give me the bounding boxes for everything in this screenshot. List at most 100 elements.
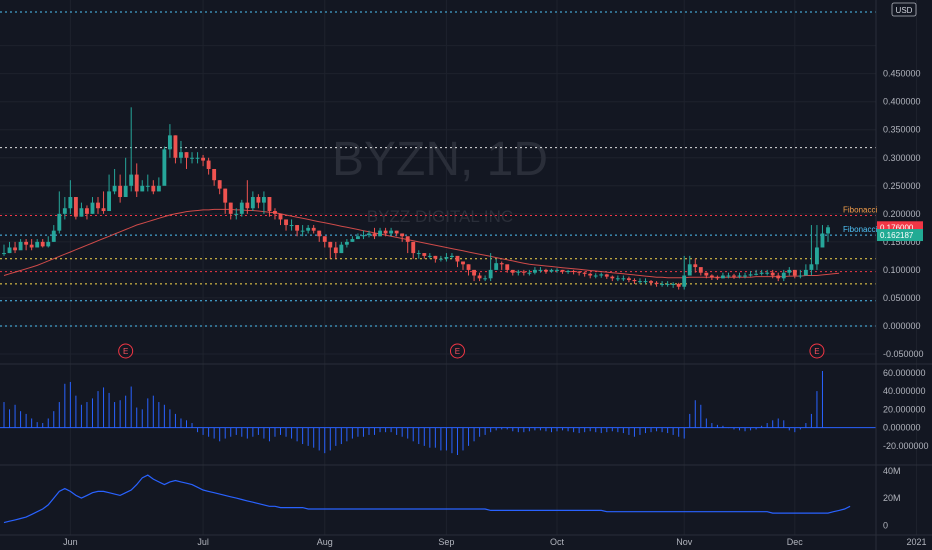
- candle-body: [826, 227, 830, 233]
- candle-body: [356, 236, 360, 239]
- histogram-bar: [109, 393, 110, 428]
- candle-body: [207, 161, 211, 169]
- candle-body: [605, 274, 609, 276]
- histogram-bar: [4, 402, 5, 428]
- histogram-bar: [142, 409, 143, 427]
- earnings-marker[interactable]: E: [119, 344, 133, 358]
- candle-body: [2, 253, 6, 254]
- candle-body: [815, 247, 819, 264]
- candle-body: [96, 203, 100, 209]
- price-axis-label: -20.000000: [883, 441, 929, 451]
- candle-body: [461, 261, 465, 264]
- candle-body: [638, 281, 642, 282]
- candle-body: [24, 242, 28, 245]
- time-axis-label: Sep: [438, 537, 454, 547]
- candle-body: [124, 186, 128, 197]
- candle-body: [35, 242, 39, 248]
- histogram-bar: [778, 418, 779, 427]
- price-tags: 0.1760000.162187: [877, 221, 923, 241]
- histogram-bar: [711, 423, 712, 428]
- candle-body: [804, 270, 808, 276]
- candle-body: [367, 233, 371, 235]
- candle-body: [129, 175, 133, 186]
- candle-body: [616, 278, 620, 279]
- price-axis-label: 0.350000: [883, 125, 921, 135]
- candle-body: [649, 281, 653, 283]
- histogram-bar: [645, 428, 646, 433]
- time-axis-label: Jun: [63, 537, 78, 547]
- candle-body: [301, 231, 305, 232]
- histogram-bar: [192, 423, 193, 428]
- histogram-bar: [606, 428, 607, 433]
- price-axis-label: 40M: [883, 466, 901, 476]
- candle-body: [699, 267, 703, 273]
- histogram-bar: [490, 428, 491, 433]
- histogram-bar: [169, 409, 170, 427]
- candle-body: [821, 233, 825, 247]
- candle-body: [19, 242, 23, 250]
- histogram-bar: [772, 420, 773, 427]
- histogram-bar: [440, 428, 441, 451]
- histogram-bar: [37, 422, 38, 427]
- histogram-bar: [485, 428, 486, 435]
- price-axis-label: 0.000000: [883, 321, 921, 331]
- histogram-bar: [352, 428, 353, 439]
- currency-badge[interactable]: USD: [892, 3, 916, 16]
- histogram-bar: [424, 428, 425, 446]
- earnings-marker[interactable]: E: [450, 344, 464, 358]
- histogram-bar: [463, 428, 464, 451]
- earnings-marker[interactable]: E: [810, 344, 824, 358]
- histogram-bar: [346, 428, 347, 442]
- candle-body: [107, 191, 111, 211]
- histogram-bar: [584, 428, 585, 433]
- candle-body: [85, 208, 89, 214]
- time-axis-label: Oct: [550, 537, 565, 547]
- histogram-bar: [595, 428, 596, 433]
- candle-body: [444, 257, 448, 259]
- candle-body: [8, 247, 12, 253]
- candle-body: [157, 186, 161, 192]
- histogram-bar: [512, 428, 513, 432]
- histogram-bar: [639, 428, 640, 435]
- candle-body: [660, 284, 664, 285]
- candle-body: [533, 270, 537, 273]
- fib-label: Fibonacci: [843, 206, 877, 215]
- candle-body: [710, 276, 714, 278]
- candle[interactable]: [74, 197, 78, 219]
- candle-body: [345, 242, 349, 245]
- histogram-bar: [263, 428, 264, 439]
- histogram-bar: [252, 428, 253, 437]
- candle-body: [732, 276, 736, 277]
- histogram-bar: [164, 405, 165, 428]
- histogram-bar: [407, 428, 408, 439]
- histogram-bar: [418, 428, 419, 444]
- histogram-bar: [269, 428, 270, 442]
- histogram-bar: [413, 428, 414, 442]
- candle[interactable]: [162, 147, 166, 186]
- histogram-bar: [297, 428, 298, 442]
- histogram-bar: [103, 387, 104, 427]
- histogram-bar: [523, 428, 524, 433]
- histogram-bar: [302, 428, 303, 444]
- candle-body: [417, 253, 421, 254]
- histogram-bar: [457, 428, 458, 455]
- histogram-bar: [230, 428, 231, 437]
- histogram-bar: [330, 428, 331, 451]
- histogram-bar: [678, 428, 679, 437]
- histogram-bar: [114, 402, 115, 428]
- candle-body: [212, 169, 216, 180]
- candle-body: [516, 272, 520, 273]
- candle-body: [671, 284, 675, 285]
- candle-body: [218, 180, 222, 188]
- candle-body: [599, 274, 603, 275]
- histogram-bar: [214, 428, 215, 439]
- candle-body: [450, 256, 454, 257]
- histogram-bar: [474, 428, 475, 442]
- histogram-bar: [662, 428, 663, 433]
- candle-body: [30, 245, 34, 248]
- histogram-bar: [651, 428, 652, 433]
- earnings-label: E: [814, 347, 819, 356]
- histogram-bar: [529, 428, 530, 432]
- histogram-bar: [208, 428, 209, 437]
